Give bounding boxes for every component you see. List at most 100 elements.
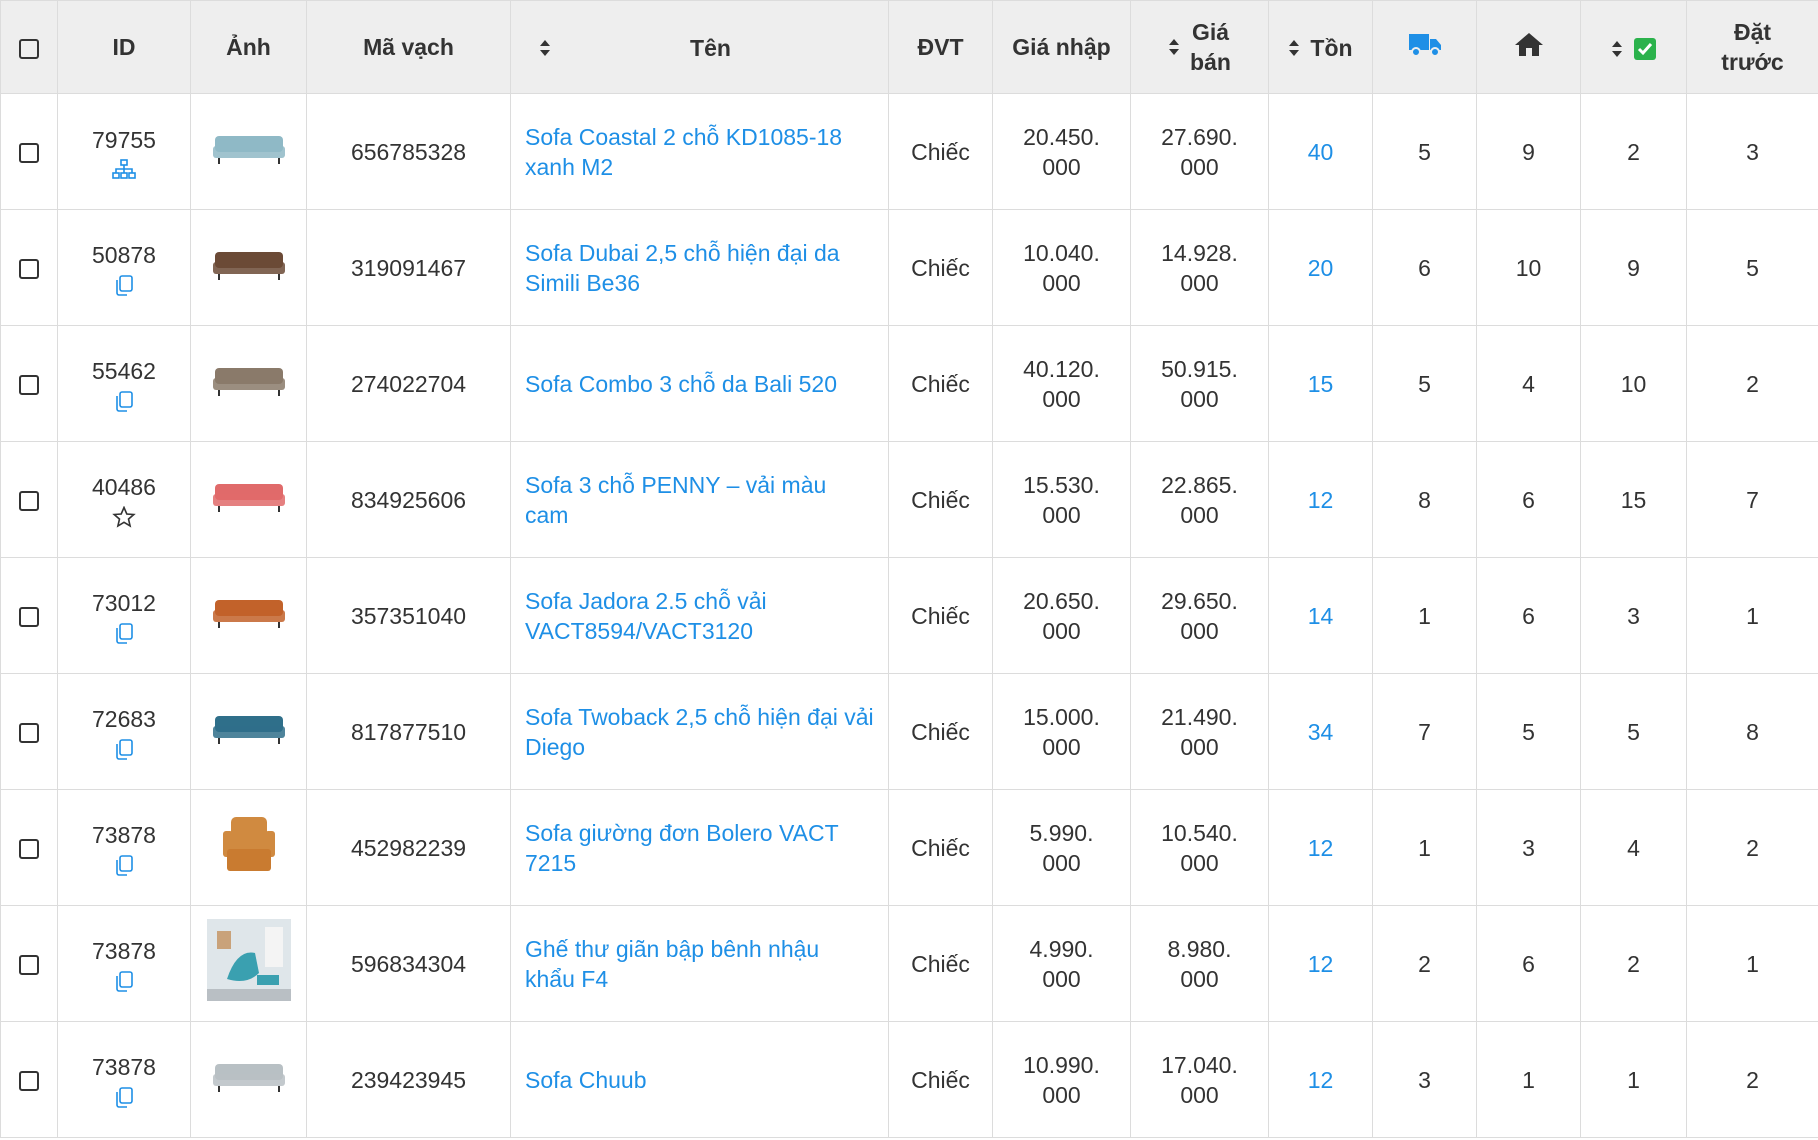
product-name[interactable]: Sofa Twoback 2,5 chỗ hiện đại vải Diego: [510, 673, 889, 790]
unit-cell: Chiếc: [888, 789, 993, 906]
preorder-cell: 1: [1686, 557, 1818, 674]
product-name[interactable]: Ghế thư giãn bập bênh nhậu khẩu F4: [510, 905, 889, 1022]
sort-icon: [1289, 39, 1300, 56]
cost-cell: 20.450. 000: [992, 93, 1131, 210]
product-id: 79755: [92, 126, 156, 153]
stock-cell[interactable]: 12: [1268, 905, 1373, 1022]
row-select[interactable]: [0, 93, 58, 210]
variant-icon[interactable]: [112, 158, 136, 179]
price-cell: 10.540. 000: [1130, 789, 1269, 906]
preorder-cell: 1: [1686, 905, 1818, 1022]
product-name[interactable]: Sofa giường đơn Bolero VACT 7215: [510, 789, 889, 906]
shipping-cell: 5: [1372, 325, 1477, 442]
header-text: Tên: [690, 34, 731, 61]
unit-cell: Chiếc: [888, 905, 993, 1022]
unit-cell: Chiếc: [888, 673, 993, 790]
unit-cell: Chiếc: [888, 1021, 993, 1138]
stock-cell[interactable]: 12: [1268, 441, 1373, 558]
header-cell: ID: [57, 0, 191, 94]
price-cell: 27.690. 000: [1130, 93, 1269, 210]
id-cell: 40486: [57, 441, 191, 558]
shipping-cell: 3: [1372, 1021, 1477, 1138]
done-cell: 4: [1580, 789, 1687, 906]
row-select[interactable]: [0, 557, 58, 674]
star-icon[interactable]: [112, 505, 136, 528]
done-cell: 9: [1580, 209, 1687, 326]
barcode-cell: 357351040: [306, 557, 511, 674]
unit-cell: Chiếc: [888, 325, 993, 442]
barcode-cell: 274022704: [306, 325, 511, 442]
select-all[interactable]: [0, 0, 58, 94]
image-cell: [190, 209, 307, 326]
product-name[interactable]: Sofa Dubai 2,5 chỗ hiện đại da Simili Be…: [510, 209, 889, 326]
cost-cell: 40.120. 000: [992, 325, 1131, 442]
image-cell: [190, 441, 307, 558]
copy-icon[interactable]: [114, 854, 134, 876]
row-select[interactable]: [0, 673, 58, 790]
id-cell: 79755: [57, 93, 191, 210]
done-cell: 2: [1580, 93, 1687, 210]
cost-cell: 5.990. 000: [992, 789, 1131, 906]
stock-cell[interactable]: 20: [1268, 209, 1373, 326]
barcode-cell: 452982239: [306, 789, 511, 906]
preorder-cell: 3: [1686, 93, 1818, 210]
shipping-cell: 7: [1372, 673, 1477, 790]
row-select[interactable]: [0, 1021, 58, 1138]
product-name[interactable]: Sofa 3 chỗ PENNY – vải màu cam: [510, 441, 889, 558]
image-cell: [190, 557, 307, 674]
product-name[interactable]: Sofa Coastal 2 chỗ KD1085-18 xanh M2: [510, 93, 889, 210]
header-sortable[interactable]: Giá bán: [1130, 0, 1269, 94]
product-name[interactable]: Sofa Jadora 2.5 chỗ vải VACT8594/VACT312…: [510, 557, 889, 674]
preorder-cell: 8: [1686, 673, 1818, 790]
copy-icon[interactable]: [114, 1086, 134, 1108]
image-cell: [190, 673, 307, 790]
header-done[interactable]: [1580, 0, 1687, 94]
product-id: 72683: [92, 705, 156, 732]
home-cell: 6: [1476, 557, 1581, 674]
header-cell: Giá nhập: [992, 0, 1131, 94]
header-row: ID Ảnh Mã vạch Tên ĐVT Giá nhập Giá bán …: [0, 0, 1818, 94]
product-id: 40486: [92, 473, 156, 500]
done-cell: 1: [1580, 1021, 1687, 1138]
row-select[interactable]: [0, 789, 58, 906]
barcode-cell: 596834304: [306, 905, 511, 1022]
price-cell: 8.980. 000: [1130, 905, 1269, 1022]
copy-icon[interactable]: [114, 622, 134, 644]
header-sortable[interactable]: Tồn: [1268, 0, 1373, 94]
row-select[interactable]: [0, 441, 58, 558]
product-name[interactable]: Sofa Chuub: [510, 1021, 889, 1138]
cost-cell: 15.530. 000: [992, 441, 1131, 558]
header-cell: ĐVT: [888, 0, 993, 94]
barcode-cell: 834925606: [306, 441, 511, 558]
table-row: 50878 319091467 Sofa Dubai 2,5 chỗ hiện đạ…: [0, 209, 1818, 326]
row-select[interactable]: [0, 905, 58, 1022]
shipping-cell: 6: [1372, 209, 1477, 326]
id-cell: 73878: [57, 789, 191, 906]
stock-cell[interactable]: 40: [1268, 93, 1373, 210]
copy-icon[interactable]: [114, 738, 134, 760]
product-image: [212, 252, 285, 280]
stock-cell[interactable]: 34: [1268, 673, 1373, 790]
home-cell: 5: [1476, 673, 1581, 790]
image-cell: [190, 93, 307, 210]
stock-cell[interactable]: 14: [1268, 557, 1373, 674]
row-select[interactable]: [0, 325, 58, 442]
product-name[interactable]: Sofa Combo 3 chỗ da Bali 520: [510, 325, 889, 442]
done-cell: 10: [1580, 325, 1687, 442]
stock-cell[interactable]: 15: [1268, 325, 1373, 442]
row-select[interactable]: [0, 209, 58, 326]
stock-cell[interactable]: 12: [1268, 1021, 1373, 1138]
done-cell: 15: [1580, 441, 1687, 558]
done-cell: 5: [1580, 673, 1687, 790]
header-cell: Mã vạch: [306, 0, 511, 94]
price-cell: 50.915. 000: [1130, 325, 1269, 442]
image-cell: [190, 789, 307, 906]
copy-icon[interactable]: [114, 390, 134, 412]
product-id: 73878: [92, 821, 156, 848]
sort-icon: [1611, 40, 1622, 57]
stock-cell[interactable]: 12: [1268, 789, 1373, 906]
header-sortable[interactable]: Tên: [510, 0, 889, 94]
copy-icon[interactable]: [114, 970, 134, 992]
copy-icon[interactable]: [114, 274, 134, 296]
home-cell: 1: [1476, 1021, 1581, 1138]
